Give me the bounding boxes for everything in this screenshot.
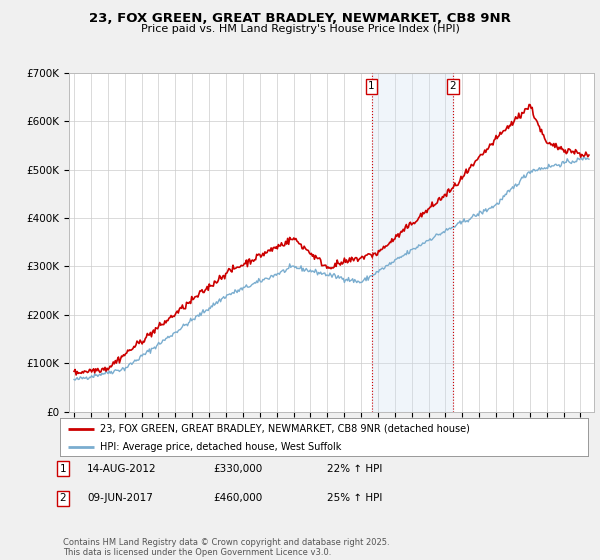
Text: £460,000: £460,000	[213, 493, 262, 503]
Text: 23, FOX GREEN, GREAT BRADLEY, NEWMARKET, CB8 9NR: 23, FOX GREEN, GREAT BRADLEY, NEWMARKET,…	[89, 12, 511, 25]
Text: 1: 1	[59, 464, 67, 474]
Text: 1: 1	[368, 81, 375, 91]
Text: 23, FOX GREEN, GREAT BRADLEY, NEWMARKET, CB8 9NR (detached house): 23, FOX GREEN, GREAT BRADLEY, NEWMARKET,…	[100, 424, 469, 434]
Text: 2: 2	[59, 493, 67, 503]
Text: 09-JUN-2017: 09-JUN-2017	[87, 493, 153, 503]
Text: Price paid vs. HM Land Registry's House Price Index (HPI): Price paid vs. HM Land Registry's House …	[140, 24, 460, 34]
Text: 2: 2	[449, 81, 456, 91]
Text: HPI: Average price, detached house, West Suffolk: HPI: Average price, detached house, West…	[100, 442, 341, 452]
Text: 22% ↑ HPI: 22% ↑ HPI	[327, 464, 382, 474]
Text: Contains HM Land Registry data © Crown copyright and database right 2025.
This d: Contains HM Land Registry data © Crown c…	[63, 538, 389, 557]
Bar	[371, 73, 453, 412]
Text: 25% ↑ HPI: 25% ↑ HPI	[327, 493, 382, 503]
Text: £330,000: £330,000	[213, 464, 262, 474]
Text: 14-AUG-2012: 14-AUG-2012	[87, 464, 157, 474]
